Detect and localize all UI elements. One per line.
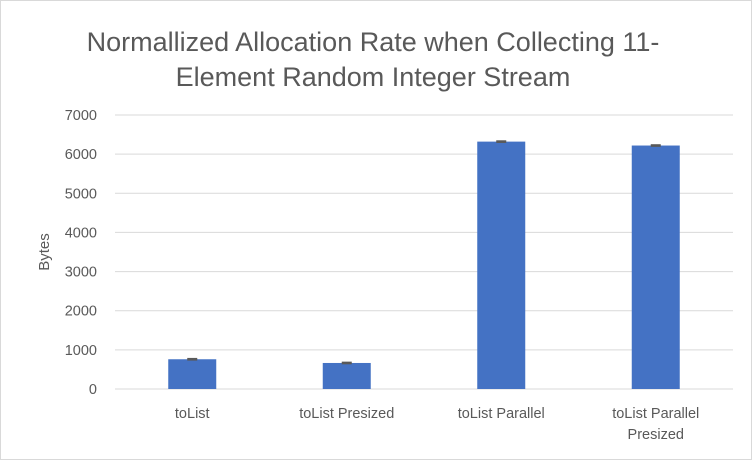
error-bar [187, 357, 198, 361]
y-tick-label: 2000 [65, 304, 97, 320]
gridlines [115, 114, 733, 390]
y-axis-ticks: 0 1000 2000 3000 4000 5000 6000 7000 [65, 108, 97, 398]
bar [168, 359, 217, 389]
y-tick-label: 1000 [65, 343, 97, 359]
chart-title-line: Normallized Allocation Rate when Collect… [87, 27, 660, 57]
bar [477, 141, 526, 389]
x-tick-label: toList Presized [299, 406, 394, 422]
y-tick-label: 0 [89, 382, 97, 398]
bars [168, 141, 680, 389]
x-tick-label: toList Parallel [458, 406, 545, 422]
y-tick-label: 3000 [65, 265, 97, 281]
error-bar [341, 361, 352, 365]
error-bar [650, 144, 661, 147]
y-tick-label: 6000 [65, 147, 97, 163]
y-tick-label: 7000 [65, 108, 97, 124]
bar [322, 362, 371, 389]
y-axis-title: Bytes [36, 233, 53, 271]
y-axis-title-group: Bytes [36, 233, 53, 271]
bar [631, 145, 680, 389]
error-bars [187, 140, 661, 365]
x-tick-label: toList Parallel [612, 406, 699, 422]
error-bar [496, 140, 507, 143]
y-tick-label: 5000 [65, 186, 97, 202]
x-axis-ticks: toList toList Presized toList Parallel toLi… [175, 406, 699, 443]
y-tick-label: 4000 [65, 225, 97, 241]
chart-title-line: Element Random Integer Stream [176, 62, 571, 92]
x-tick-label: Presized [628, 427, 684, 443]
chart-title: Normallized Allocation Rate when Collect… [87, 27, 660, 92]
x-tick-label: toList [175, 406, 210, 422]
